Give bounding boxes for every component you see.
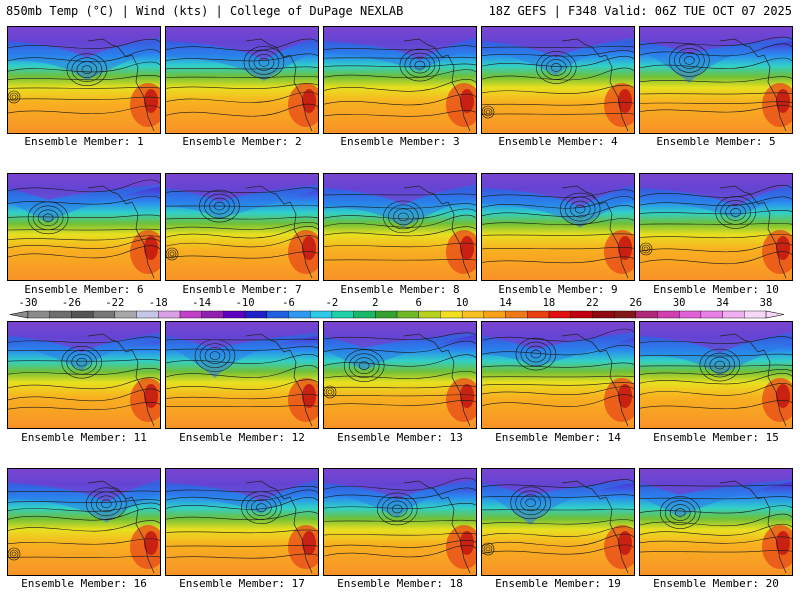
colorbar-segment [527, 310, 550, 319]
ensemble-member-label: Ensemble Member: 20 [653, 577, 779, 590]
ensemble-member-map [481, 321, 635, 429]
colorbar-tick-label: 34 [716, 297, 729, 309]
colorbar-tick-label: -18 [148, 297, 168, 309]
colorbar-tick-label: 22 [586, 297, 599, 309]
colorbar-segment [244, 310, 268, 319]
colorbar-segment [27, 310, 51, 319]
ensemble-member-map [165, 26, 319, 134]
colorbar-segment [548, 310, 572, 319]
colorbar-segment [92, 310, 116, 319]
colorbar-tick-label: -2 [325, 297, 339, 309]
map-title: 850mb Temp (°C) | Wind (kts) | College o… [6, 4, 404, 18]
ensemble-member-label: Ensemble Member: 8 [340, 283, 460, 296]
ensemble-member-map [7, 26, 161, 134]
ensemble-member-map [323, 26, 477, 134]
colorbar-tick-label: 26 [629, 297, 643, 309]
colorbar-segment [71, 310, 94, 319]
colorbar-segment [440, 310, 463, 319]
colorbar-left-arrow [9, 310, 29, 319]
ensemble-member-map [165, 173, 319, 281]
colorbar-tick-label: -26 [61, 297, 81, 309]
colorbar-tick-label: 14 [499, 297, 512, 309]
run-valid-time: 18Z GEFS | F348 Valid: 06Z TUE OCT 07 20… [488, 4, 792, 18]
ensemble-member-label: Ensemble Member: 2 [182, 135, 302, 148]
colorbar-segment [288, 310, 311, 319]
colorbar-segment [136, 310, 159, 319]
colorbar-tick-label: -10 [235, 297, 255, 309]
colorbar-segment [266, 310, 289, 319]
colorbar-segment [700, 310, 724, 319]
colorbar-segment [223, 310, 246, 319]
colorbar-segment [461, 310, 485, 319]
ensemble-member-map [323, 468, 477, 576]
colorbar-tick-label: 10 [455, 297, 469, 309]
colorbar-segment [396, 310, 420, 319]
colorbar-segment [331, 310, 355, 319]
ensemble-member-map [165, 321, 319, 429]
colorbar-segment [613, 310, 637, 319]
ensemble-member-label: Ensemble Member: 19 [495, 577, 621, 590]
ensemble-member-label: Ensemble Member: 6 [24, 283, 144, 296]
colorbar-tick-label: -30 [18, 297, 38, 309]
ensemble-member-label: Ensemble Member: 11 [21, 431, 147, 444]
ensemble-member-label: Ensemble Member: 16 [21, 577, 147, 590]
ensemble-member-map [639, 321, 793, 429]
ensemble-member-map [7, 321, 161, 429]
ensemble-member-label: Ensemble Member: 18 [337, 577, 463, 590]
colorbar-segment [505, 310, 528, 319]
colorbar-segment [309, 310, 333, 319]
colorbar-segment [353, 310, 376, 319]
ensemble-member-label: Ensemble Member: 10 [653, 283, 779, 296]
ensemble-member-label: Ensemble Member: 5 [656, 135, 776, 148]
colorbar-segment [114, 310, 138, 319]
colorbar-right-arrow [765, 310, 785, 319]
ensemble-member-map [7, 468, 161, 576]
ensemble-member-label: Ensemble Member: 7 [182, 283, 302, 296]
ensemble-member-label: Ensemble Member: 15 [653, 431, 779, 444]
ensemble-member-map [323, 173, 477, 281]
colorbar-tick-label: 38 [759, 297, 773, 309]
colorbar-tick-label: 18 [542, 297, 556, 309]
ensemble-member-map [481, 173, 635, 281]
colorbar-tick-label: -22 [105, 297, 125, 309]
ensemble-member-map [481, 26, 635, 134]
colorbar-segment [179, 310, 203, 319]
colorbar-segment [592, 310, 615, 319]
colorbar-segment [375, 310, 398, 319]
colorbar-segment [418, 310, 441, 319]
colorbar-tick-label: -14 [192, 297, 212, 309]
ensemble-member-label: Ensemble Member: 13 [337, 431, 463, 444]
colorbar-segment [678, 310, 702, 319]
ensemble-member-map [639, 173, 793, 281]
ensemble-member-label: Ensemble Member: 3 [340, 135, 460, 148]
colorbar-segment [158, 310, 181, 319]
ensemble-member-map [639, 468, 793, 576]
colorbar-tick-label: 6 [415, 297, 422, 309]
ensemble-member-label: Ensemble Member: 9 [498, 283, 618, 296]
colorbar-tick-label: 2 [372, 297, 379, 309]
colorbar-tick-label: -6 [282, 297, 295, 309]
ensemble-member-map [639, 26, 793, 134]
colorbar-segment [635, 310, 658, 319]
ensemble-member-label: Ensemble Member: 4 [498, 135, 618, 148]
colorbar-tick-label: 30 [672, 297, 686, 309]
temperature-colorbar [9, 310, 785, 319]
ensemble-member-map [165, 468, 319, 576]
ensemble-member-map [481, 468, 635, 576]
colorbar-segment [722, 310, 745, 319]
ensemble-member-label: Ensemble Member: 14 [495, 431, 621, 444]
colorbar-segment [49, 310, 72, 319]
colorbar-segment [483, 310, 507, 319]
colorbar-segment [744, 310, 767, 319]
colorbar-segment [201, 310, 224, 319]
colorbar-segment [657, 310, 680, 319]
ensemble-member-map [7, 173, 161, 281]
ensemble-member-label: Ensemble Member: 12 [179, 431, 305, 444]
ensemble-member-label: Ensemble Member: 1 [24, 135, 144, 148]
ensemble-member-label: Ensemble Member: 17 [179, 577, 305, 590]
colorbar-segment [570, 310, 593, 319]
ensemble-member-map [323, 321, 477, 429]
